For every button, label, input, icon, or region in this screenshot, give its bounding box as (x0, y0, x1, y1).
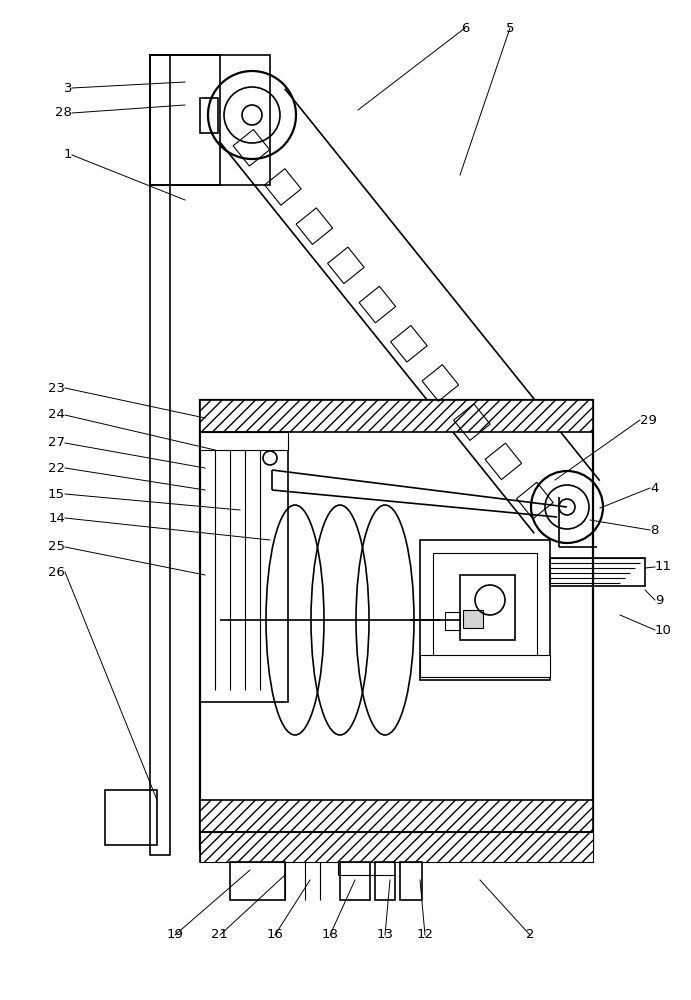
Text: 2: 2 (526, 928, 534, 942)
Text: 28: 28 (55, 106, 72, 119)
Text: 6: 6 (461, 21, 469, 34)
Text: 10: 10 (655, 624, 672, 637)
Bar (445, 612, 460, 630)
Bar (230, 862, 285, 900)
Text: 16: 16 (267, 928, 283, 942)
Bar (105, 790, 157, 845)
Bar (200, 800, 593, 832)
Text: 29: 29 (640, 414, 657, 426)
Text: 18: 18 (321, 928, 339, 942)
Bar (150, 55, 170, 855)
Text: 13: 13 (377, 928, 393, 942)
Bar (550, 558, 645, 586)
Bar (200, 832, 593, 862)
Text: 14: 14 (48, 512, 65, 524)
Bar (200, 832, 593, 862)
Text: 21: 21 (211, 928, 229, 942)
Text: 25: 25 (48, 540, 65, 554)
Bar (200, 400, 593, 850)
Bar (150, 55, 220, 185)
Bar (433, 553, 537, 663)
Bar (200, 98, 218, 133)
Text: 15: 15 (48, 488, 65, 500)
Text: 26: 26 (48, 566, 65, 578)
Text: 19: 19 (167, 928, 183, 942)
Bar (200, 432, 288, 702)
Text: 11: 11 (655, 560, 672, 574)
Bar (340, 862, 370, 900)
Text: 9: 9 (655, 593, 663, 606)
Text: 22: 22 (48, 462, 65, 475)
Text: 24: 24 (48, 408, 65, 422)
Bar (420, 655, 550, 677)
Text: 4: 4 (650, 482, 659, 494)
Bar (375, 862, 395, 900)
Text: 1: 1 (64, 148, 72, 161)
Text: 8: 8 (650, 524, 659, 536)
Text: 5: 5 (506, 21, 514, 34)
Bar (150, 55, 270, 185)
Text: 23: 23 (48, 381, 65, 394)
Bar (460, 575, 515, 640)
Text: 3: 3 (64, 82, 72, 95)
Bar (420, 540, 550, 680)
Bar (400, 862, 422, 900)
Bar (463, 610, 483, 628)
Text: 12: 12 (417, 928, 433, 942)
Bar (200, 432, 288, 450)
Text: 27: 27 (48, 436, 65, 450)
Bar (200, 400, 593, 432)
